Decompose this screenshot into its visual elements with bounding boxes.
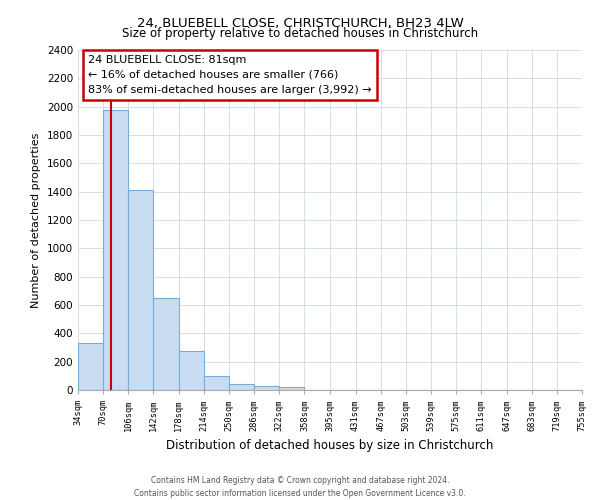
Text: 24 BLUEBELL CLOSE: 81sqm
← 16% of detached houses are smaller (766)
83% of semi-: 24 BLUEBELL CLOSE: 81sqm ← 16% of detach… [88, 55, 372, 94]
Bar [154, 298, 179, 390]
Text: Contains HM Land Registry data © Crown copyright and database right 2024.
Contai: Contains HM Land Registry data © Crown c… [134, 476, 466, 498]
Bar [78, 343, 103, 390]
Text: Size of property relative to detached houses in Christchurch: Size of property relative to detached ho… [122, 28, 478, 40]
Bar [103, 110, 128, 390]
Bar [128, 190, 154, 390]
Y-axis label: Number of detached properties: Number of detached properties [31, 132, 41, 308]
Text: 24, BLUEBELL CLOSE, CHRISTCHURCH, BH23 4LW: 24, BLUEBELL CLOSE, CHRISTCHURCH, BH23 4… [137, 18, 463, 30]
X-axis label: Distribution of detached houses by size in Christchurch: Distribution of detached houses by size … [166, 439, 494, 452]
Bar [229, 384, 254, 390]
Bar [179, 351, 204, 390]
Bar [204, 376, 229, 390]
Bar [280, 387, 304, 390]
Bar [254, 386, 280, 390]
